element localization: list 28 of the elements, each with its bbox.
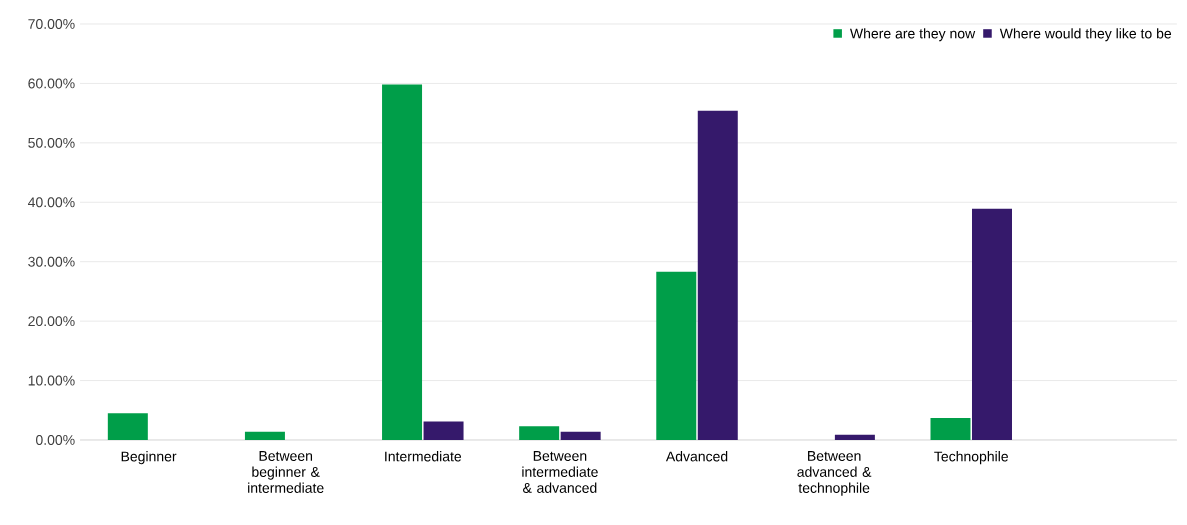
bar [519,426,560,440]
bar [107,413,148,440]
y-tick-label: 60.00% [28,78,75,89]
y-tick-label: 70.00% [28,19,75,29]
bar [382,84,423,440]
x-tick-label: Technophile [934,451,1008,465]
x-tick-label: Beginner [121,451,177,465]
x-tick-label: Advanced [665,451,728,462]
x-tick-label: Intermediate [385,451,462,462]
x-tick-label: Between intermediate & advanced [522,451,598,493]
bar [656,271,697,440]
bar [930,418,971,440]
y-tick-label: 30.00% [28,256,75,267]
y-tick-label: 20.00% [28,316,75,327]
legend-label: Where would they like to be [999,28,1172,42]
bar [560,431,601,440]
y-tick-label: 40.00% [27,197,75,208]
bar [972,208,1012,440]
bar [834,434,875,440]
x-tick-label: Between advanced & technophile [797,451,872,496]
legend-label: Where are they now [849,28,976,42]
bar [697,110,738,440]
y-tick-label: 10.00% [28,375,75,386]
y-tick-label: 50.00% [28,137,75,148]
y-tick-label: 0.00% [36,435,75,445]
bar [423,421,464,440]
x-tick-label: Between beginner & intermediate [248,451,324,493]
bar [244,431,285,440]
